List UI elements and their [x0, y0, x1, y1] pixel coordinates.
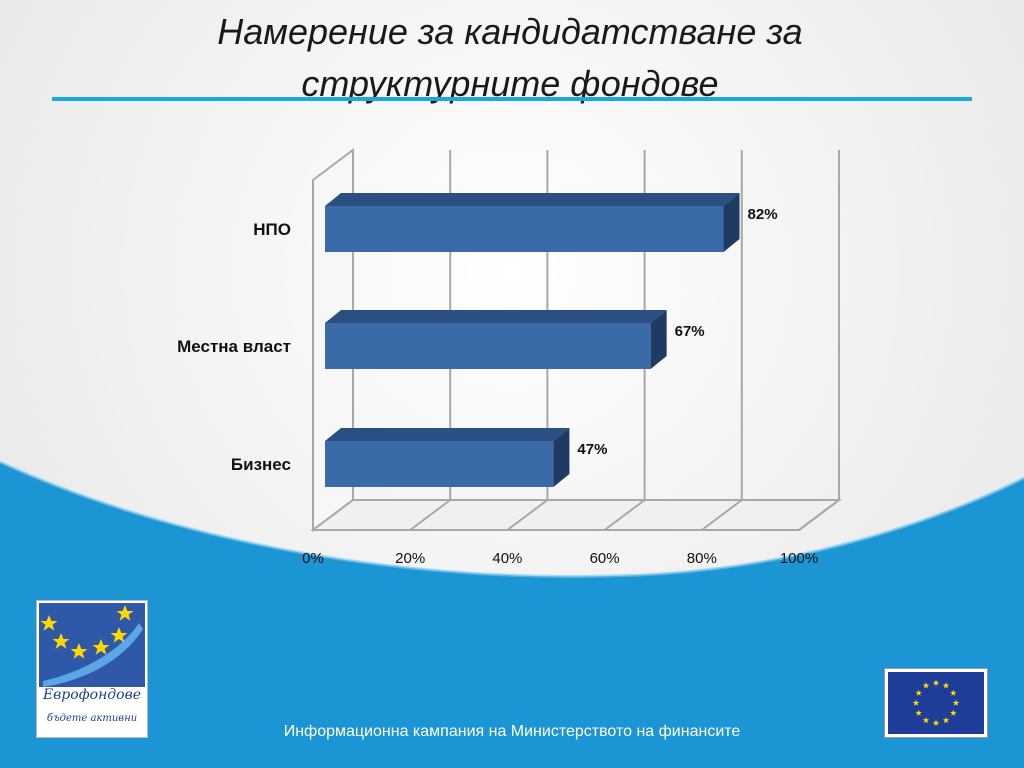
- chart-gridline-floor: [409, 499, 451, 531]
- eu-star-icon: [952, 699, 960, 706]
- eurofunds-logo: Еврофондове бъдете активни: [36, 600, 148, 738]
- chart-bars: [325, 193, 740, 487]
- bar-top: [325, 310, 667, 323]
- eu-star-icon: [950, 689, 957, 696]
- chart-gridline-floor: [701, 499, 743, 531]
- bar-top: [325, 193, 740, 206]
- eu-star-icon: [942, 682, 950, 689]
- bar: [325, 441, 554, 487]
- category-label: НПО: [253, 220, 291, 239]
- data-label: 47%: [577, 441, 607, 458]
- data-label: 67%: [675, 323, 705, 340]
- logo-slogan: бъдете активни: [46, 713, 138, 724]
- eu-star-icon: [932, 679, 940, 686]
- eu-star-icon: [915, 689, 922, 696]
- x-tick-label: 0%: [302, 550, 324, 567]
- eu-flag: [884, 668, 988, 738]
- data-label: 82%: [748, 206, 778, 223]
- x-tick-label: 20%: [395, 550, 425, 567]
- title-underline: [52, 97, 972, 101]
- bar-side: [650, 310, 667, 369]
- title-line-1: Намерение за кандидатстване за: [217, 11, 803, 52]
- chart-gridline-floor: [798, 499, 840, 531]
- chart-floor: [310, 499, 842, 531]
- x-tick-label: 100%: [780, 550, 818, 567]
- logo-stars-icon: [40, 605, 143, 687]
- category-label: Бизнес: [231, 455, 291, 474]
- eu-star-icon: [932, 719, 940, 726]
- bar-top: [325, 428, 570, 441]
- logo-emblem: [39, 603, 145, 687]
- footer-text: Информационна кампания на Министерството…: [283, 723, 741, 740]
- x-tick-label: 40%: [492, 550, 522, 567]
- x-tick-label: 60%: [590, 550, 620, 567]
- eu-star-icon: [950, 709, 957, 716]
- category-label: Местна власт: [177, 337, 291, 356]
- logo-name: Еврофондове: [42, 687, 142, 703]
- eu-star-icon: [915, 709, 922, 716]
- chart-gridline-floor: [506, 499, 549, 531]
- x-tick-label: 80%: [687, 550, 717, 567]
- chart-gridline-floor: [603, 499, 646, 531]
- eu-star-icon: [912, 699, 920, 706]
- slide-title: Намерение за кандидатстване за структурн…: [100, 6, 920, 110]
- bar-chart: 0% 20% 40% 60% 80% 100% НПО 82% Местна власт 67% Б…: [177, 148, 842, 567]
- chart-labels: 0% 20% 40% 60% 80% 100% НПО 82% Местна власт 67% Б…: [177, 206, 818, 567]
- eu-flag-icon: [888, 672, 984, 734]
- eu-star-icon: [922, 682, 930, 689]
- bar: [325, 206, 724, 252]
- bar-side: [723, 193, 740, 252]
- bar: [325, 323, 651, 369]
- bar-side: [553, 428, 570, 487]
- eu-star-icon: [922, 716, 930, 724]
- eu-star-icon: [942, 716, 950, 724]
